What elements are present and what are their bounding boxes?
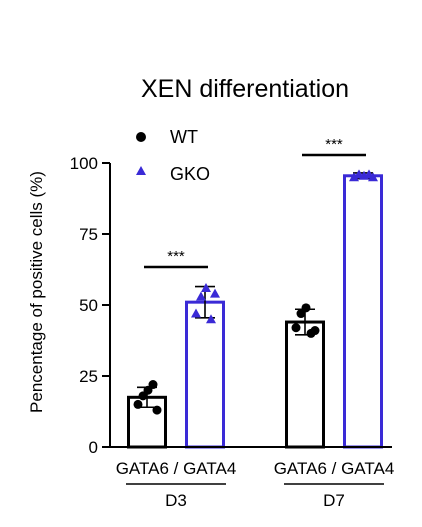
y-tick-label: 75 xyxy=(79,225,98,244)
data-point xyxy=(301,303,311,313)
legend-label-wt: WT xyxy=(170,127,198,147)
significance-label: *** xyxy=(325,136,343,153)
legend-marker-wt xyxy=(136,132,146,142)
data-point xyxy=(191,308,201,318)
x-category-label: GATA6 / GATA4 xyxy=(116,459,237,478)
y-tick-label: 100 xyxy=(70,154,98,173)
data-point xyxy=(148,380,158,390)
error-bars xyxy=(137,172,373,409)
y-axis: 0 25 50 75 100 xyxy=(70,154,111,457)
y-axis-label: Pencentage of positive cells (%) xyxy=(27,171,46,413)
chart-title: XEN differentiation xyxy=(141,75,349,103)
legend-label-gko: GKO xyxy=(170,164,210,184)
data-point xyxy=(196,291,206,301)
data-point xyxy=(201,282,211,292)
legend: WT GKO xyxy=(136,127,210,184)
y-tick-label: 50 xyxy=(79,296,98,315)
bars xyxy=(127,174,383,449)
significance-label: *** xyxy=(167,248,185,265)
data-point xyxy=(368,172,378,182)
data-point xyxy=(133,399,143,409)
significance-annotations: *** *** xyxy=(144,136,366,269)
data-point xyxy=(349,172,359,182)
legend-marker-gko xyxy=(136,166,146,175)
data-point xyxy=(310,326,320,336)
bar-wt-d7 xyxy=(285,320,325,449)
x-group-label: D7 xyxy=(323,491,345,510)
data-point xyxy=(206,314,216,324)
x-group-label: D3 xyxy=(165,491,187,510)
y-tick-label: 25 xyxy=(79,367,98,386)
data-point xyxy=(210,288,220,298)
data-point xyxy=(291,323,301,333)
y-tick-label: 0 xyxy=(89,438,98,457)
data-points xyxy=(133,169,378,415)
x-category-label: GATA6 / GATA4 xyxy=(274,459,395,478)
bar-gko-d3 xyxy=(185,300,225,449)
x-axis: GATA6 / GATA4 D3 GATA6 / GATA4 D7 xyxy=(110,446,395,510)
bar-gko-d7 xyxy=(343,174,383,449)
data-point xyxy=(152,405,162,415)
